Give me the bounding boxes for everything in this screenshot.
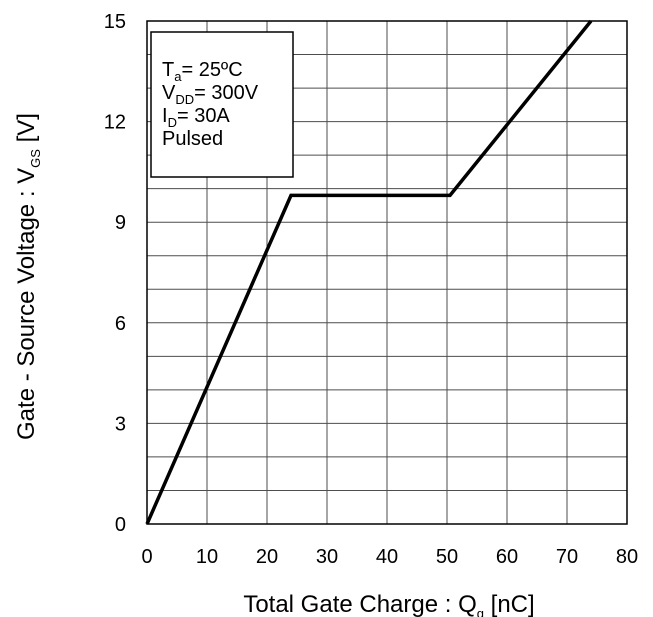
y-tick-label: 3: [115, 413, 126, 435]
y-axis-title: Gate - Source Voltage : VGS [V]: [13, 113, 43, 440]
annotation-line: VDD= 300V: [162, 82, 259, 107]
y-tick-label: 6: [115, 313, 126, 335]
x-tick-label: 70: [556, 546, 578, 568]
annotation-line: ID= 30A: [162, 105, 230, 130]
x-tick-label: 50: [436, 546, 458, 568]
y-axis-title-unit: [V]: [13, 113, 40, 149]
x-tick-label: 40: [376, 546, 398, 568]
x-axis-title-unit: [nC]: [484, 591, 535, 617]
x-tick-label: 0: [141, 546, 152, 568]
x-axis-title-main: Total Gate Charge : Q: [243, 591, 476, 617]
annotation-line: Pulsed: [162, 128, 223, 150]
tick-labels: 0 10 20 30 40 50 60 70 80 0 3 6 9 12 15: [104, 11, 638, 568]
x-tick-label: 80: [616, 546, 638, 568]
x-tick-label: 10: [196, 546, 218, 568]
y-tick-label: 12: [104, 112, 126, 134]
grid-lines: [147, 21, 627, 524]
y-axis-title-main: Gate - Source Voltage : V: [13, 168, 40, 440]
x-tick-label: 30: [316, 546, 338, 568]
y-axis-title-sub: GS: [28, 149, 43, 168]
plot-frame: [146, 20, 628, 525]
series-line-0: [145, 19, 593, 525]
y-tick-label: 9: [115, 212, 126, 234]
x-tick-label: 60: [496, 546, 518, 568]
x-axis-title-sub: g: [477, 606, 484, 617]
series-group: [145, 19, 593, 525]
x-tick-label: 20: [256, 546, 278, 568]
y-tick-label: 15: [104, 11, 126, 33]
annotation-line: Ta= 25ºC: [162, 59, 243, 84]
x-axis-title: Total Gate Charge : Qg [nC]: [243, 591, 534, 617]
y-tick-label: 0: [115, 514, 126, 536]
annotation-frame: [150, 31, 294, 178]
